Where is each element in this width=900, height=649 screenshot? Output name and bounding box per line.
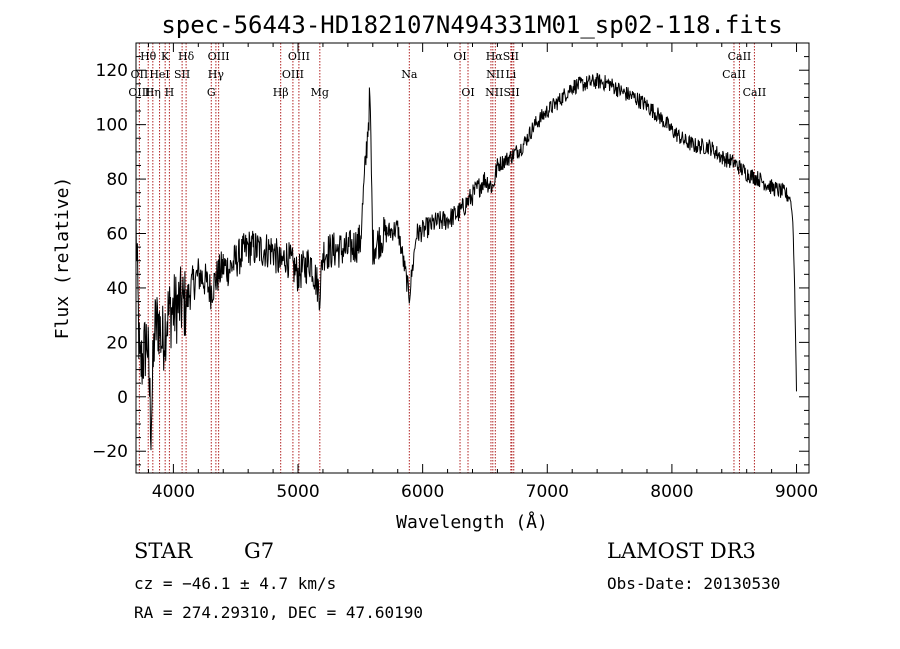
y-tick-label-3: 40: [106, 279, 128, 299]
line-label-15: Li: [505, 68, 516, 81]
redshift-velocity: cz = −46.1 ± 4.7 km/s: [134, 574, 337, 593]
line-label-16: CaII: [722, 68, 746, 81]
line-label-8: OII: [131, 68, 149, 81]
line-label-19: H: [165, 86, 175, 99]
line-label-25: CaII: [743, 86, 767, 99]
line-label-14: NII: [486, 68, 504, 81]
y-tick-label-0: −20: [92, 442, 128, 462]
spectrum-series-line: [135, 72, 797, 451]
line-label-10: SII: [174, 68, 190, 81]
line-label-4: OIII: [288, 50, 310, 63]
line-label-1: K: [161, 50, 170, 63]
line-label-3: OIII: [208, 50, 230, 63]
line-label-17: OIII: [128, 86, 150, 99]
y-tick-label-1: 0: [117, 388, 128, 408]
line-label-18: Hη: [145, 86, 161, 99]
x-tick-label-2: 6000: [401, 482, 444, 502]
observation-date: Obs-Date: 20130530: [607, 574, 781, 593]
sky-coordinates: RA = 274.29310, DEC = 47.60190: [134, 603, 423, 622]
x-tick-label-0: 4000: [152, 482, 195, 502]
line-label-2: Hδ: [178, 50, 195, 63]
line-label-23: OI: [461, 86, 474, 99]
line-label-11: Hγ: [208, 68, 225, 81]
object-subclass: G7: [244, 539, 275, 563]
y-tick-label-2: 20: [106, 333, 128, 353]
line-label-7: CaII: [728, 50, 752, 63]
line-label-21: Hβ: [273, 86, 289, 99]
chart-title: spec-56443-HD182107N494331M01_sp02-118.f…: [161, 11, 782, 39]
line-label-22: Mg: [311, 86, 329, 99]
line-label-6: HαSII: [486, 50, 519, 63]
y-tick-label-5: 80: [106, 170, 128, 190]
y-tick-label-7: 120: [96, 61, 128, 81]
y-axis-label: Flux (relative): [52, 177, 73, 340]
object-class: STAR: [134, 539, 193, 563]
spectral-line-markers: [138, 43, 755, 473]
y-tick-label-4: 60: [106, 225, 128, 245]
y-axis: −20 0 20 40 60 80 100 120: [92, 56, 809, 466]
line-label-24: NIISII: [485, 86, 520, 99]
x-tick-label-3: 7000: [526, 482, 569, 502]
line-label-12: OIII: [282, 68, 304, 81]
survey-name: LAMOST DR3: [607, 539, 756, 563]
x-tick-label-5: 9000: [775, 482, 818, 502]
line-label-13: Na: [401, 68, 418, 81]
line-label-9: HeI: [149, 68, 169, 81]
x-axis: 4000 5000 6000 7000 8000 9000: [147, 43, 818, 502]
x-tick-label-4: 8000: [650, 482, 693, 502]
spectral-line-labels: Hθ K Hδ OIII OIII OI HαSII CaII OII HeI SII Hγ OIII N…: [128, 50, 766, 99]
line-label-20: G: [207, 86, 216, 99]
x-axis-label: Wavelength (Å): [396, 511, 548, 533]
x-tick-label-1: 5000: [276, 482, 319, 502]
line-label-0: Hθ: [140, 50, 157, 63]
line-label-5: OI: [453, 50, 466, 63]
y-tick-label-6: 100: [96, 116, 128, 136]
